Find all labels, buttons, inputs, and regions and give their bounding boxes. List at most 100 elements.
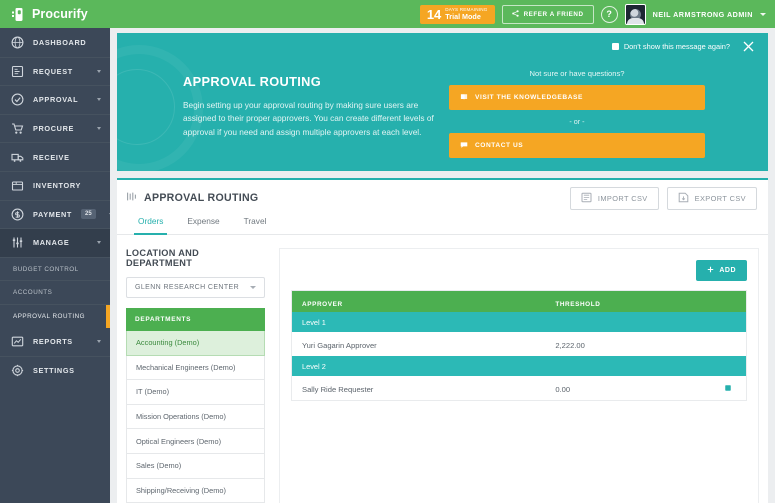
approval-routing-banner: Don't show this message again? APPROVAL … (117, 33, 768, 171)
departments-header-label: DEPARTMENTS (135, 316, 192, 323)
sidebar-label: INVENTORY (33, 181, 82, 191)
level-row: Level 2 (292, 356, 746, 376)
column-threshold: THRESHOLD (555, 300, 601, 308)
chevron-down-icon (108, 212, 110, 216)
banner-actions: Not sure or have questions? VISIT THE KN… (449, 69, 705, 158)
department-item-accounting[interactable]: Accounting (Demo) (126, 331, 265, 356)
checkbox-icon (611, 43, 619, 50)
sidebar-item-manage[interactable]: MANAGE (0, 228, 110, 257)
top-bar: Procurify 14 DAYS REMAINING Trial Mode R… (0, 0, 775, 28)
close-icon[interactable] (741, 39, 756, 54)
import-csv-label: IMPORT CSV (597, 193, 648, 203)
sidebar-item-receive[interactable]: RECEIVE (0, 142, 110, 171)
chevron-down-icon (250, 286, 256, 289)
location-select[interactable]: GLENN RESEARCH CENTER (126, 277, 265, 298)
export-csv-label: EXPORT CSV (694, 193, 746, 203)
routing-table: APPROVER THRESHOLD Level 1 Yuri Gagarin … (291, 290, 747, 401)
location-department-title: LOCATION AND DEPARTMENT (126, 248, 200, 268)
chevron-down-icon (97, 340, 101, 344)
sidebar-label: SETTINGS (33, 366, 75, 376)
help-icon[interactable]: ? (600, 5, 618, 23)
department-item-sales[interactable]: Sales (Demo) (126, 453, 265, 479)
dollar-icon (11, 208, 24, 221)
sidebar-item-inventory[interactable]: INVENTORY (0, 170, 110, 200)
sidebar: DASHBOARD REQUEST APPROVAL PROCURE RECEI… (0, 28, 110, 503)
department-label: Shipping/Receiving (Demo) (136, 485, 226, 495)
department-item-shipping-receiving[interactable]: Shipping/Receiving (Demo) (126, 478, 265, 503)
avatar[interactable] (624, 3, 646, 25)
page-header: APPROVAL ROUTING IMPORT CSV EXPORT CSV (117, 180, 768, 216)
department-label: Accounting (Demo) (136, 338, 200, 348)
add-button-label: ADD (719, 267, 736, 274)
export-csv-button[interactable]: EXPORT CSV (666, 186, 757, 210)
sidebar-label: DASHBOARD (33, 37, 87, 47)
departments-header: DEPARTMENTS (126, 308, 265, 331)
chevron-down-icon[interactable] (760, 12, 766, 16)
sidebar-sublabel: ACCOUNTS (13, 289, 53, 297)
user-name[interactable]: NEIL ARMSTRONG ADMIN (652, 9, 753, 19)
chevron-down-icon (97, 98, 101, 102)
trial-days-label: DAYS REMAINING (445, 6, 488, 12)
contact-us-label: CONTACT US (475, 142, 524, 149)
refer-a-friend-button[interactable]: REFER A FRIEND (501, 4, 594, 24)
location-select-value: GLENN RESEARCH CENTER (135, 284, 240, 291)
import-csv-button[interactable]: IMPORT CSV (569, 186, 659, 210)
chevron-down-icon (97, 69, 101, 73)
tab-travel[interactable]: Travel (243, 216, 267, 226)
sidebar-item-approval-routing[interactable]: APPROVAL ROUTING (0, 303, 110, 328)
department-label: IT (Demo) (136, 387, 170, 397)
approver-name: Yuri Gagarin Approver (302, 341, 377, 350)
cart-icon (11, 122, 24, 135)
sidebar-item-payment[interactable]: PAYMENT 25 (0, 199, 110, 229)
delete-icon[interactable] (724, 384, 732, 392)
banner-title: APPROVAL ROUTING (183, 74, 322, 89)
tab-bar: Orders Expense Travel (117, 216, 768, 235)
tab-expense[interactable]: Expense (187, 216, 220, 226)
chevron-down-icon (97, 127, 101, 131)
sidebar-label: REQUEST (33, 66, 73, 76)
visit-knowledgebase-label: VISIT THE KNOWLEDGEBASE (475, 94, 583, 101)
table-row[interactable]: Sally Ride Requester 0.00 (292, 376, 746, 400)
trial-mode-label: Trial Mode (445, 11, 481, 21)
add-button[interactable]: ADD (696, 260, 747, 281)
level-row: Level 1 (292, 312, 746, 332)
department-label: Mission Operations (Demo) (136, 412, 226, 422)
routing-icon (126, 189, 137, 207)
column-approver: APPROVER (302, 300, 343, 308)
banner-description: Begin setting up your approval routing b… (183, 100, 434, 137)
check-icon (11, 93, 24, 106)
sidebar-item-accounts[interactable]: ACCOUNTS (0, 280, 110, 304)
brand-logo[interactable]: Procurify (0, 0, 110, 28)
department-label: Sales (Demo) (136, 461, 182, 471)
globe-icon (11, 36, 24, 49)
page-title: APPROVAL ROUTING (144, 192, 259, 204)
sidebar-label: PROCURE (33, 124, 75, 134)
contact-us-button[interactable]: CONTACT US (449, 133, 705, 158)
import-icon (581, 192, 592, 205)
chart-icon (11, 335, 24, 348)
department-item-mission-operations[interactable]: Mission Operations (Demo) (126, 404, 265, 430)
sidebar-item-request[interactable]: REQUEST (0, 56, 110, 86)
sidebar-item-reports[interactable]: REPORTS (0, 328, 110, 357)
visit-knowledgebase-button[interactable]: VISIT THE KNOWLEDGEBASE (449, 85, 705, 110)
sidebar-item-budget-control[interactable]: BUDGET CONTROL (0, 256, 110, 281)
sidebar-item-procure[interactable]: PROCURE (0, 113, 110, 143)
sidebar-item-dashboard[interactable]: DASHBOARD (0, 28, 110, 57)
manage-submenu: BUDGET CONTROL ACCOUNTS APPROVAL ROUTING (0, 256, 110, 328)
sidebar-sublabel: BUDGET CONTROL (13, 265, 79, 273)
chat-icon (460, 141, 468, 151)
department-label: Mechanical Engineers (Demo) (136, 362, 236, 372)
tab-orders[interactable]: Orders (126, 216, 175, 235)
department-item-it[interactable]: IT (Demo) (126, 380, 265, 405)
plus-icon (707, 266, 714, 275)
dont-show-again-checkbox[interactable]: Don't show this message again? (611, 42, 730, 51)
sidebar-item-settings[interactable]: SETTINGS (0, 356, 110, 385)
truck-icon (11, 151, 24, 164)
department-item-optical-engineers[interactable]: Optical Engineers (Demo) (126, 429, 265, 454)
department-item-mechanical-engineers[interactable]: Mechanical Engineers (Demo) (126, 355, 265, 381)
sidebar-item-approval[interactable]: APPROVAL (0, 85, 110, 114)
page-card: APPROVAL ROUTING IMPORT CSV EXPORT CSV O… (117, 178, 768, 503)
trial-days: 14 (426, 6, 442, 22)
table-row[interactable]: Yuri Gagarin Approver 2,222.00 (292, 332, 746, 356)
trial-badge[interactable]: 14 DAYS REMAINING Trial Mode (419, 4, 495, 24)
